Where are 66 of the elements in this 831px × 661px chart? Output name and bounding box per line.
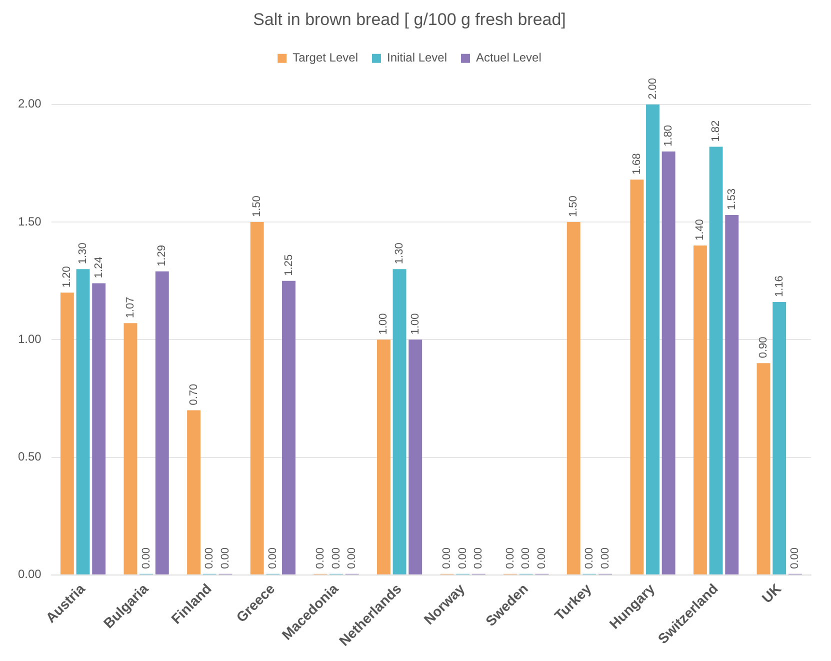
y-tick-label: 0.50: [18, 450, 42, 464]
data-label: 0.00: [441, 547, 454, 569]
data-label: 1.30: [394, 242, 406, 264]
data-label: 1.40: [694, 219, 706, 241]
bar: [772, 302, 786, 574]
bar: [124, 323, 138, 574]
bar: [250, 222, 264, 574]
bar: [392, 269, 406, 574]
bar: [60, 292, 74, 574]
y-tick-label: 1.00: [18, 332, 42, 346]
data-label: 0.00: [140, 547, 152, 569]
data-label: 0.00: [346, 547, 358, 569]
data-label: 1.30: [77, 242, 90, 264]
data-label: 0.00: [472, 547, 485, 569]
bar: [76, 269, 90, 574]
data-label: 1.68: [630, 153, 643, 175]
y-tick-label: 2.00: [18, 96, 42, 111]
data-label: 1.50: [568, 196, 580, 218]
data-label: 0.00: [520, 547, 532, 569]
data-label: 0.70: [188, 384, 200, 406]
data-label: 0.00: [314, 547, 326, 569]
data-label: 1.00: [409, 313, 422, 335]
data-label: 1.20: [61, 266, 74, 288]
data-label: 1.24: [92, 256, 105, 278]
data-label: 0.00: [583, 547, 596, 569]
bar: [725, 214, 739, 574]
bar: [630, 180, 644, 574]
data-label: 1.00: [378, 313, 390, 335]
data-label: 1.07: [124, 296, 137, 318]
data-label: 2.00: [646, 78, 659, 100]
data-label: 1.80: [662, 125, 675, 146]
bar: [376, 340, 390, 574]
bar: [187, 410, 201, 574]
bar: [709, 146, 723, 574]
data-label: 0.00: [219, 547, 232, 569]
bar: [662, 151, 676, 574]
data-label: 0.90: [758, 336, 770, 358]
y-tick-label: 0.00: [18, 567, 42, 582]
data-label: 0.00: [330, 547, 342, 569]
data-label: 1.53: [726, 188, 738, 210]
data-label: 0.00: [599, 547, 612, 569]
data-label: 0.00: [204, 547, 216, 569]
legend-label: Initial Level: [386, 50, 448, 65]
data-label: 1.50: [251, 196, 264, 218]
y-tick-label: 1.50: [18, 214, 42, 228]
x-tick-label: UK: [758, 580, 784, 606]
legend-label: Target Level: [292, 50, 358, 65]
data-label: 0.00: [266, 547, 279, 569]
bar: [646, 104, 660, 574]
data-label: 1.29: [156, 245, 168, 266]
data-label: 0.00: [536, 547, 548, 569]
bar: [282, 280, 296, 574]
bar: [92, 283, 106, 574]
bar: [408, 340, 422, 574]
bar: [756, 363, 770, 574]
data-label: 0.00: [456, 547, 469, 569]
data-label: 0.00: [789, 547, 802, 569]
chart-title: Salt in brown bread [ g/100 g fresh bread]: [253, 10, 566, 29]
bar: [693, 246, 707, 574]
bar: [155, 271, 169, 574]
bar: [566, 222, 580, 574]
data-label: 1.82: [710, 120, 722, 142]
legend-label: Actuel Level: [476, 50, 542, 65]
data-label: 0.00: [504, 547, 516, 569]
data-label: 1.25: [282, 254, 295, 276]
data-label: 1.16: [773, 276, 786, 298]
